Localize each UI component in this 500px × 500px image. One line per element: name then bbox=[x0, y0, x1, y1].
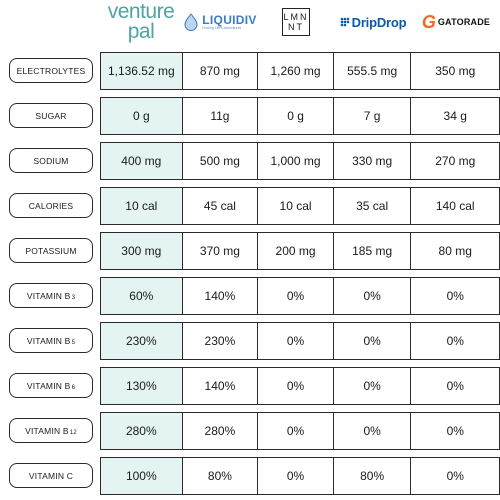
cell-gatorade: 0% bbox=[410, 278, 499, 314]
cell-lmnt: 0% bbox=[257, 368, 333, 404]
cell-venture-pal: 100% bbox=[101, 458, 182, 494]
cell-lmnt: 1,260 mg bbox=[257, 53, 333, 89]
venture-pal-logo-line1: venture bbox=[107, 0, 175, 23]
venture-pal-logo-line2: pal bbox=[127, 20, 155, 43]
dripdrop-name: DripDrop bbox=[351, 14, 407, 30]
cell-liquid-iv: 140% bbox=[181, 368, 258, 404]
row-label-calories: CALORIES bbox=[9, 193, 93, 218]
cell-gatorade: 80 mg bbox=[410, 233, 499, 269]
venture-pal-logo: venture pal bbox=[100, 0, 182, 44]
cell-liquid-iv: 45 cal bbox=[181, 188, 258, 224]
cell-gatorade: 0% bbox=[410, 458, 499, 494]
table-row-sodium: 400 mg 500 mg 1,000 mg 330 mg 270 mg bbox=[100, 142, 500, 180]
table-row-vitamin-c: 100% 80% 0% 80% 0% bbox=[100, 457, 500, 495]
dripdrop-dots-icon bbox=[340, 17, 349, 27]
cell-liquid-iv: 280% bbox=[181, 413, 258, 449]
cell-venture-pal: 1,136.52 mg bbox=[101, 53, 182, 89]
cell-gatorade: 270 mg bbox=[410, 143, 499, 179]
cell-lmnt: 0% bbox=[257, 278, 333, 314]
cell-liquid-iv: 140% bbox=[181, 278, 258, 314]
gatorade-g-icon: G bbox=[421, 11, 436, 32]
lmnt-logo-line1: LMN bbox=[283, 12, 309, 22]
cell-dripdrop: 0% bbox=[332, 413, 411, 449]
cell-lmnt: 0% bbox=[257, 458, 333, 494]
cell-dripdrop: 80% bbox=[332, 458, 411, 494]
cell-gatorade: 0% bbox=[410, 413, 499, 449]
cell-liquid-iv: 11g bbox=[181, 98, 258, 134]
cell-lmnt: 0% bbox=[257, 323, 333, 359]
table-row-calories: 10 cal 45 cal 10 cal 35 cal 140 cal bbox=[100, 187, 500, 225]
cell-gatorade: 140 cal bbox=[410, 188, 499, 224]
table-row-vitamin-b12: 280% 280% 0% 0% 0% bbox=[100, 412, 500, 450]
cell-lmnt: 1,000 mg bbox=[257, 143, 333, 179]
row-label-potassium: POTASSIUM bbox=[9, 238, 93, 263]
cell-dripdrop: 330 mg bbox=[332, 143, 411, 179]
cell-liquid-iv: 500 mg bbox=[181, 143, 258, 179]
cell-dripdrop: 0% bbox=[332, 323, 411, 359]
cell-gatorade: 0% bbox=[410, 368, 499, 404]
cell-dripdrop: 0% bbox=[332, 278, 411, 314]
cell-lmnt: 0 g bbox=[257, 98, 333, 134]
liquid-drop-icon bbox=[184, 13, 198, 31]
liquid-iv-logo: LIQUIDIV Fueling Life's Adventures bbox=[182, 0, 258, 44]
dripdrop-logo: DripDrop bbox=[334, 0, 412, 44]
cell-venture-pal: 280% bbox=[101, 413, 182, 449]
table-row-electrolytes: 1,136.52 mg 870 mg 1,260 mg 555.5 mg 350… bbox=[100, 52, 500, 90]
cell-gatorade: 350 mg bbox=[410, 53, 499, 89]
cell-venture-pal: 130% bbox=[101, 368, 182, 404]
cell-dripdrop: 0% bbox=[332, 368, 411, 404]
liquid-iv-tagline: Fueling Life's Adventures bbox=[202, 25, 242, 30]
lmnt-logo: LMN NT bbox=[258, 0, 334, 44]
cell-liquid-iv: 230% bbox=[181, 323, 258, 359]
row-label-electrolytes: ELECTROLYTES bbox=[9, 58, 93, 83]
cell-gatorade: 34 g bbox=[410, 98, 499, 134]
cell-venture-pal: 230% bbox=[101, 323, 182, 359]
row-label-vitamin-b12: VITAMIN B 12 bbox=[9, 418, 93, 443]
cell-venture-pal: 10 cal bbox=[101, 188, 182, 224]
table-row-sugar: 0 g 11g 0 g 7 g 34 g bbox=[100, 97, 500, 135]
cell-liquid-iv: 870 mg bbox=[181, 53, 258, 89]
lmnt-logo-line2: NT bbox=[288, 22, 304, 32]
liquid-iv-name: LIQUIDIV bbox=[202, 12, 257, 27]
row-label-vitamin-c: VITAMIN C bbox=[9, 463, 93, 488]
row-label-sodium: SODIUM bbox=[9, 148, 93, 173]
table-row-vitamin-b3: 60% 140% 0% 0% 0% bbox=[100, 277, 500, 315]
row-label-sugar: SUGAR bbox=[9, 103, 93, 128]
cell-lmnt: 0% bbox=[257, 413, 333, 449]
table-row-vitamin-b6: 130% 140% 0% 0% 0% bbox=[100, 367, 500, 405]
table-row-vitamin-b5: 230% 230% 0% 0% 0% bbox=[100, 322, 500, 360]
table-row-potassium: 300 mg 370 mg 200 mg 185 mg 80 mg bbox=[100, 232, 500, 270]
cell-liquid-iv: 80% bbox=[181, 458, 258, 494]
cell-venture-pal: 400 mg bbox=[101, 143, 182, 179]
cell-lmnt: 200 mg bbox=[257, 233, 333, 269]
cell-dripdrop: 555.5 mg bbox=[332, 53, 411, 89]
cell-lmnt: 10 cal bbox=[257, 188, 333, 224]
cell-gatorade: 0% bbox=[410, 323, 499, 359]
gatorade-name: GATORADE bbox=[437, 17, 491, 27]
cell-liquid-iv: 370 mg bbox=[181, 233, 258, 269]
cell-dripdrop: 35 cal bbox=[332, 188, 411, 224]
gatorade-logo: G GATORADE bbox=[412, 0, 500, 44]
cell-dripdrop: 185 mg bbox=[332, 233, 411, 269]
cell-dripdrop: 7 g bbox=[332, 98, 411, 134]
cell-venture-pal: 0 g bbox=[101, 98, 182, 134]
cell-venture-pal: 60% bbox=[101, 278, 182, 314]
cell-venture-pal: 300 mg bbox=[101, 233, 182, 269]
